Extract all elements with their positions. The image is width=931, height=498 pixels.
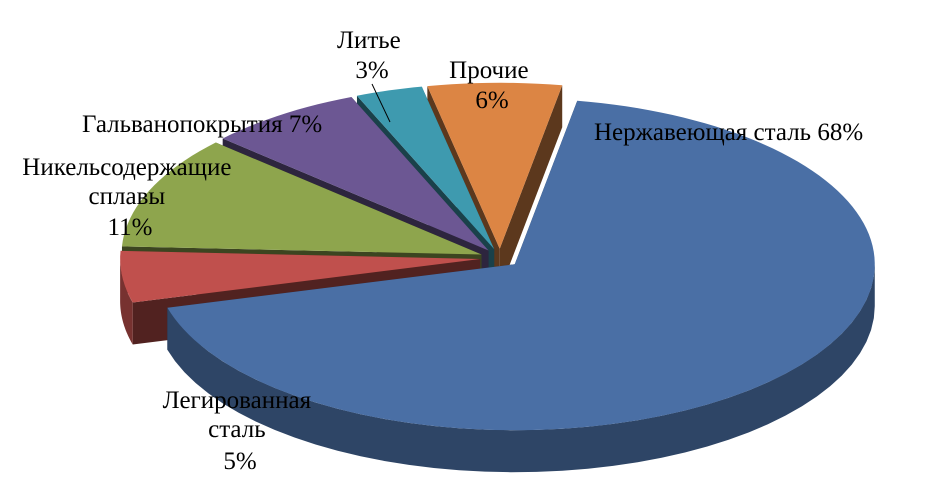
label-other-line-2: 6% bbox=[475, 87, 508, 114]
label-galvanic-coatings-line-1: Гальванопокрытия 7% bbox=[82, 111, 322, 138]
label-galvanic-coatings: Гальванопокрытия 7% bbox=[82, 111, 322, 138]
slice-stainless-steel-top bbox=[167, 100, 875, 431]
label-casting-line-2: 3% bbox=[355, 57, 388, 84]
label-stainless-steel: Нержавеющая сталь 68% bbox=[594, 119, 863, 146]
label-alloy-steel-line-3: 5% bbox=[223, 448, 256, 475]
slice-casting-top bbox=[356, 86, 495, 250]
label-alloy-steel: Легированная сталь 5% bbox=[163, 387, 318, 475]
slice-other-top bbox=[427, 82, 563, 249]
slice-other-wall-end bbox=[499, 85, 563, 291]
label-stainless-steel-line-1: Нержавеющая сталь 68% bbox=[594, 119, 863, 146]
slice-nickel-alloys-top bbox=[121, 142, 482, 255]
pie-labels: Нержавеющая сталь 68% Легированная сталь… bbox=[22, 27, 863, 475]
slice-alloy-steel-top bbox=[120, 250, 481, 303]
label-nickel-alloys-line-2: сплавы bbox=[89, 183, 166, 210]
label-alloy-steel-line-2: сталь bbox=[208, 416, 266, 443]
label-alloy-steel-line-1: Легированная bbox=[163, 387, 312, 414]
label-casting: Литье 3% bbox=[337, 27, 407, 84]
label-other: Прочие 6% bbox=[449, 57, 535, 114]
slice-galvanic-coatings-top bbox=[222, 96, 489, 251]
label-nickel-alloys: Никельсодержащие сплавы 11% bbox=[22, 154, 237, 241]
label-nickel-alloys-line-3: 11% bbox=[108, 214, 153, 241]
label-casting-line-1: Литье bbox=[337, 27, 401, 54]
leader-line-casting bbox=[371, 83, 391, 123]
slice-stainless-steel-outer-wall bbox=[167, 264, 875, 473]
label-nickel-alloys-line-1: Никельсодержащие bbox=[22, 154, 231, 181]
slice-alloy-steel-outer-wall bbox=[120, 258, 133, 345]
label-other-line-1: Прочие bbox=[449, 57, 528, 84]
pie-slices bbox=[120, 82, 875, 473]
slice-stainless-steel bbox=[167, 100, 875, 473]
